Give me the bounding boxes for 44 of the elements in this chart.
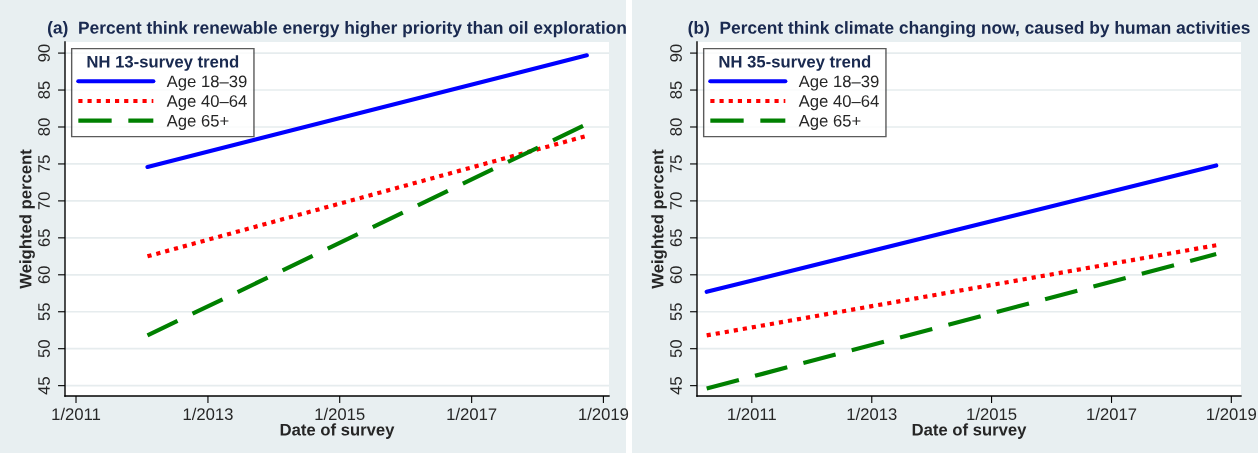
x-tick-label: 1/2017: [447, 407, 497, 421]
y-tick-label: 80: [38, 118, 50, 136]
x-tick-label: 1/2013: [847, 407, 897, 421]
y-tick-label: 85: [38, 81, 50, 99]
legend-title: NH 13-survey trend: [87, 55, 239, 71]
y-tick-label: 70: [670, 192, 682, 210]
y-tick-label: 60: [670, 266, 682, 284]
y-tick-label: 45: [38, 377, 50, 395]
y-tick-label: 50: [670, 340, 682, 358]
y-tick-label: 85: [670, 81, 682, 99]
y-tick-label: 45: [670, 377, 682, 395]
x-axis-title: Date of survey: [912, 423, 1027, 439]
y-tick-label: 80: [670, 118, 682, 136]
y-axis-title: Weighted percent: [19, 149, 35, 289]
y-tick-label: 75: [38, 155, 50, 173]
y-tick-label: 55: [670, 303, 682, 321]
y-tick-label: 60: [38, 266, 50, 284]
y-tick-label: 70: [38, 192, 50, 210]
x-tick-label: 1/2019: [579, 407, 629, 421]
legend-label: Age 40–64: [166, 95, 247, 111]
x-tick-label: 1/2011: [728, 407, 776, 421]
y-tick-label: 90: [38, 44, 50, 62]
x-tick-label: 1/2013: [183, 407, 233, 421]
y-tick-label: 65: [38, 229, 50, 247]
y-tick-label: 55: [38, 303, 50, 321]
legend-label: Age 40–64: [798, 95, 879, 111]
legend-label: Age 65+: [166, 114, 229, 130]
x-axis-title: Date of survey: [280, 423, 395, 439]
x-tick-label: 1/2015: [967, 407, 1017, 421]
y-tick-label: 65: [670, 229, 682, 247]
x-tick-label: 1/2019: [1207, 407, 1257, 421]
legend-title: NH 35-survey trend: [719, 55, 871, 71]
x-tick-label: 1/2011: [52, 407, 101, 421]
y-tick-label: 50: [38, 340, 50, 358]
legend-label: Age 18–39: [166, 75, 247, 91]
x-tick-label: 1/2015: [315, 407, 365, 421]
legend-label: Age 65+: [798, 114, 861, 130]
chart-title: (a) Percent think renewable energy higher priority than oil exploration: [47, 21, 626, 38]
legend-label: Age 18–39: [798, 75, 879, 91]
y-tick-label: 75: [670, 155, 682, 173]
chart-title: (b) Percent think climate changing now, caused by human activities: [688, 21, 1250, 38]
y-axis-title: Weighted percent: [651, 149, 667, 289]
x-tick-label: 1/2017: [1087, 407, 1137, 421]
y-tick-label: 90: [670, 44, 682, 62]
